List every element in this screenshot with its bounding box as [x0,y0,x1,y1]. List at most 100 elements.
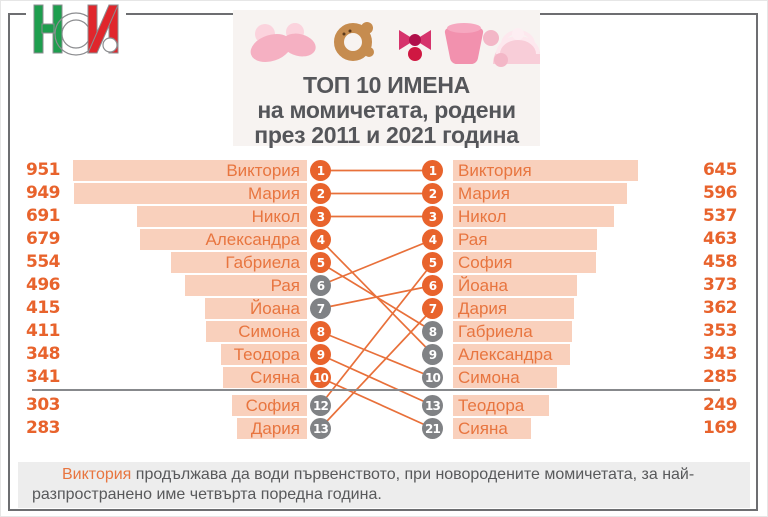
teether-icon [334,22,374,61]
value-2011: 496 [26,275,61,295]
bar-2011: Дария [237,418,307,439]
value-2011: 691 [26,206,61,226]
rank-link-line [319,353,434,407]
rank-link-line [319,261,434,407]
rank-circle-2011: 12 [310,395,331,416]
name-label-2011: Дария [250,419,300,438]
name-label-2021: Сияна [458,419,508,438]
rank-circle-2011: 1 [310,160,331,181]
name-label-2021: Мария [458,184,510,203]
bar-2011: Никол [137,206,307,227]
baby-items-illustration [250,22,543,67]
value-2021: 596 [703,183,738,203]
bar-2011: Рая [185,275,307,296]
name-label-2011: Александра [205,230,300,249]
booties-icon [250,23,316,62]
rank-link-line [319,307,434,430]
name-label-2021: Симона [458,368,520,387]
value-2011: 949 [26,183,61,203]
name-label-2011: Габриела [225,253,300,272]
name-label-2021: Теодора [458,396,525,415]
rank-circle-2011: 7 [310,298,331,319]
value-2011: 951 [26,160,61,180]
value-2021: 249 [703,395,738,415]
bar-2011: Йоана [205,298,307,319]
name-label-2011: Мария [248,184,300,203]
bar-2021: София [453,252,596,273]
rank-circle-2011: 10 [310,367,331,388]
name-label-2011: Рая [270,276,300,295]
rank-circle-2011: 4 [310,229,331,250]
page-title-line3: през 2011 и 2021 година [254,122,519,148]
rank-circle-2011: 2 [310,183,331,204]
name-label-2011: Никол [251,207,300,226]
rank-circle-2021: 9 [422,344,443,365]
knit-hat-icon [483,28,543,67]
footer-text: Виктория продължава да води първенството… [32,465,736,505]
value-2021: 362 [703,298,738,318]
name-label-2021: Рая [458,230,488,249]
footer-rest-text: продължава да води първенството, при нов… [32,466,695,503]
value-2021: 458 [703,252,738,272]
rank-circle-2021: 2 [422,183,443,204]
value-2021: 285 [703,367,738,387]
rank-circle-2021: 8 [422,321,443,342]
rank-circle-2021: 13 [422,395,443,416]
name-label-2011: Йоана [250,299,300,318]
name-label-2011: Виктория [226,161,300,180]
bar-2021: Виктория [453,160,638,181]
bar-2011: Сияна [223,367,307,388]
value-2021: 343 [703,344,738,364]
sippy-cup-icon [444,23,484,65]
bar-2011: Симона [206,321,307,342]
rank-circle-2011: 8 [310,321,331,342]
bar-2021: Йоана [453,275,577,296]
rank-circle-2011: 13 [310,418,331,439]
name-label-2021: Александра [458,345,553,364]
value-2011: 415 [26,298,61,318]
value-2011: 283 [26,418,61,438]
name-label-2021: Никол [458,207,507,226]
bar-2011: Александра [140,229,307,250]
rank-link-line [319,261,434,333]
value-2011: 411 [26,321,61,341]
value-2021: 645 [703,160,738,180]
bar-2011: Теодора [221,344,307,365]
bar-2021: Александра [453,344,570,365]
name-label-2011: Симона [238,322,300,341]
rank-circle-2021: 7 [422,298,443,319]
name-label-2011: Теодора [233,345,300,364]
rank-circle-2011: 3 [310,206,331,227]
rank-circle-2021: 6 [422,275,443,296]
name-label-2021: Виктория [458,161,532,180]
rank-circle-2021: 3 [422,206,443,227]
pacifier-bow-icon [399,30,431,61]
rank-circle-2011: 5 [310,252,331,273]
title-banner: ТОП 10 ИМЕНА на момичетата, родени през … [233,10,543,148]
page-title-line1: ТОП 10 ИМЕНА [303,72,470,98]
bar-2021: Дария [453,298,574,319]
top10-cutoff-line [32,389,720,391]
value-2021: 353 [703,321,738,341]
footer-highlight-name: Виктория [62,466,132,483]
rank-circle-2021: 1 [422,160,443,181]
bar-2011: Мария [74,183,307,204]
bar-2021: Сияна [453,418,531,439]
bar-2021: Мария [453,183,627,204]
bar-2021: Габриела [453,321,572,342]
name-label-2011: Сияна [250,368,300,387]
rank-circle-2021: 10 [422,367,443,388]
value-2021: 537 [703,206,738,226]
nsi-logo [26,1,126,61]
rank-circle-2021: 21 [422,418,443,439]
value-2011: 348 [26,344,61,364]
value-2011: 554 [26,252,61,272]
rank-link-line [319,238,434,356]
name-label-2021: Габриела [458,322,533,341]
value-2021: 373 [703,275,738,295]
rank-link-line [319,238,434,287]
rank-circle-2011: 9 [310,344,331,365]
name-label-2021: София [458,253,513,272]
bar-2011: Габриела [171,252,307,273]
